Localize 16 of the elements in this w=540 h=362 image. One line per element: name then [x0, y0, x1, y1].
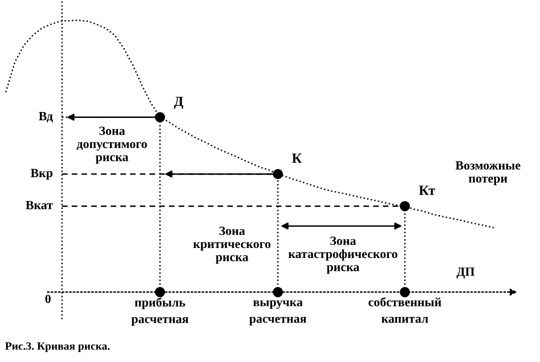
annotation: Зона допустимого риска — [76, 126, 147, 164]
x-tick-label: прибыль расчетная — [131, 298, 188, 326]
x-tick-label: собственный капитал — [368, 297, 442, 323]
ref-line-label: Вкат — [26, 200, 53, 210]
x-tick-label: выручка расчетная — [249, 300, 306, 326]
annotation: Возможные потери — [456, 161, 520, 186]
text: Рис.3. Кривая риска. — [5, 342, 110, 352]
ref-line-label: Вд — [38, 112, 53, 122]
annotation: Кт — [418, 186, 436, 195]
x-axis-title: ДП — [456, 268, 475, 278]
ref-line-label: Вкр — [30, 168, 52, 180]
annotation: Зона катастрофического риска — [288, 236, 398, 274]
text: 0 — [45, 294, 51, 304]
annotation: К — [292, 154, 302, 163]
annotation: Д — [174, 96, 184, 109]
annotation: Зона критического риска — [193, 226, 270, 264]
